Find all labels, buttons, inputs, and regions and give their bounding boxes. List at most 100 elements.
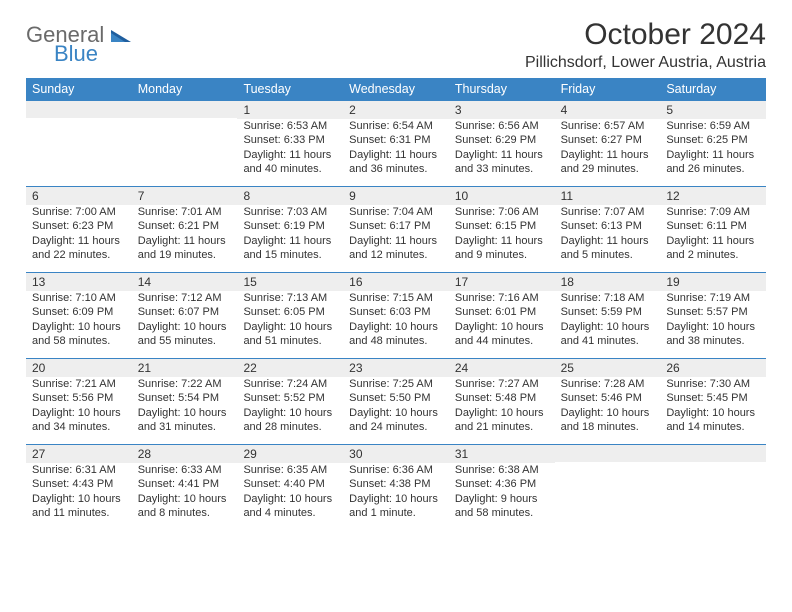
day-number: 15 — [237, 272, 343, 291]
sunrise: Sunrise: 7:09 AM — [666, 205, 760, 219]
day-number: 28 — [132, 444, 238, 463]
sunset: Sunset: 4:41 PM — [138, 477, 232, 491]
day-cell: 11Sunrise: 7:07 AMSunset: 6:13 PMDayligh… — [555, 186, 661, 272]
calendar: Sunday Monday Tuesday Wednesday Thursday… — [26, 78, 766, 530]
daylight: Daylight: 10 hours and 41 minutes. — [561, 320, 655, 349]
day-cell: 1Sunrise: 6:53 AMSunset: 6:33 PMDaylight… — [237, 100, 343, 186]
sunrise: Sunrise: 7:01 AM — [138, 205, 232, 219]
day-number: 11 — [555, 186, 661, 205]
day-number: 12 — [660, 186, 766, 205]
day-number: 7 — [132, 186, 238, 205]
day-cell: 7Sunrise: 7:01 AMSunset: 6:21 PMDaylight… — [132, 186, 238, 272]
day-number — [660, 444, 766, 462]
day-number: 19 — [660, 272, 766, 291]
day-body: Sunrise: 6:57 AMSunset: 6:27 PMDaylight:… — [555, 119, 661, 182]
day-body: Sunrise: 7:03 AMSunset: 6:19 PMDaylight:… — [237, 205, 343, 268]
day-number: 16 — [343, 272, 449, 291]
day-body — [660, 462, 766, 518]
sunset: Sunset: 6:09 PM — [32, 305, 126, 319]
day-number — [132, 100, 238, 118]
sunrise: Sunrise: 7:13 AM — [243, 291, 337, 305]
daylight: Daylight: 10 hours and 1 minute. — [349, 492, 443, 521]
day-number: 21 — [132, 358, 238, 377]
sunrise: Sunrise: 7:19 AM — [666, 291, 760, 305]
dow-sun: Sunday — [26, 78, 132, 100]
sunset: Sunset: 5:59 PM — [561, 305, 655, 319]
day-cell — [26, 100, 132, 186]
day-number: 9 — [343, 186, 449, 205]
day-cell: 9Sunrise: 7:04 AMSunset: 6:17 PMDaylight… — [343, 186, 449, 272]
day-body: Sunrise: 7:21 AMSunset: 5:56 PMDaylight:… — [26, 377, 132, 440]
day-cell: 14Sunrise: 7:12 AMSunset: 6:07 PMDayligh… — [132, 272, 238, 358]
sunset: Sunset: 6:27 PM — [561, 133, 655, 147]
sunset: Sunset: 5:57 PM — [666, 305, 760, 319]
day-cell: 16Sunrise: 7:15 AMSunset: 6:03 PMDayligh… — [343, 272, 449, 358]
dow-tue: Tuesday — [237, 78, 343, 100]
day-number: 1 — [237, 100, 343, 119]
daylight: Daylight: 10 hours and 31 minutes. — [138, 406, 232, 435]
daylight: Daylight: 11 hours and 12 minutes. — [349, 234, 443, 263]
day-cell: 15Sunrise: 7:13 AMSunset: 6:05 PMDayligh… — [237, 272, 343, 358]
daylight: Daylight: 10 hours and 51 minutes. — [243, 320, 337, 349]
daylight: Daylight: 11 hours and 26 minutes. — [666, 148, 760, 177]
sunrise: Sunrise: 7:28 AM — [561, 377, 655, 391]
day-cell: 19Sunrise: 7:19 AMSunset: 5:57 PMDayligh… — [660, 272, 766, 358]
day-number: 25 — [555, 358, 661, 377]
week-row: 20Sunrise: 7:21 AMSunset: 5:56 PMDayligh… — [26, 358, 766, 444]
sunrise: Sunrise: 7:18 AM — [561, 291, 655, 305]
day-body — [26, 118, 132, 174]
daylight: Daylight: 11 hours and 9 minutes. — [455, 234, 549, 263]
sunset: Sunset: 6:05 PM — [243, 305, 337, 319]
sunrise: Sunrise: 7:00 AM — [32, 205, 126, 219]
day-body: Sunrise: 7:04 AMSunset: 6:17 PMDaylight:… — [343, 205, 449, 268]
day-cell: 10Sunrise: 7:06 AMSunset: 6:15 PMDayligh… — [449, 186, 555, 272]
day-number: 3 — [449, 100, 555, 119]
day-number: 22 — [237, 358, 343, 377]
daylight: Daylight: 10 hours and 24 minutes. — [349, 406, 443, 435]
day-body: Sunrise: 7:27 AMSunset: 5:48 PMDaylight:… — [449, 377, 555, 440]
day-cell: 23Sunrise: 7:25 AMSunset: 5:50 PMDayligh… — [343, 358, 449, 444]
sunset: Sunset: 6:23 PM — [32, 219, 126, 233]
daylight: Daylight: 10 hours and 34 minutes. — [32, 406, 126, 435]
dow-wed: Wednesday — [343, 78, 449, 100]
logo-triangle-icon — [111, 29, 131, 46]
day-body: Sunrise: 7:01 AMSunset: 6:21 PMDaylight:… — [132, 205, 238, 268]
logo: General Blue — [26, 18, 131, 70]
sunrise: Sunrise: 7:07 AM — [561, 205, 655, 219]
sunrise: Sunrise: 6:54 AM — [349, 119, 443, 133]
sunset: Sunset: 6:21 PM — [138, 219, 232, 233]
day-number: 18 — [555, 272, 661, 291]
day-cell: 4Sunrise: 6:57 AMSunset: 6:27 PMDaylight… — [555, 100, 661, 186]
day-body: Sunrise: 6:35 AMSunset: 4:40 PMDaylight:… — [237, 463, 343, 526]
sunset: Sunset: 5:46 PM — [561, 391, 655, 405]
week-row: 27Sunrise: 6:31 AMSunset: 4:43 PMDayligh… — [26, 444, 766, 530]
location: Pillichsdorf, Lower Austria, Austria — [525, 54, 766, 72]
sunset: Sunset: 6:17 PM — [349, 219, 443, 233]
sunset: Sunset: 4:36 PM — [455, 477, 549, 491]
day-number: 13 — [26, 272, 132, 291]
day-number: 23 — [343, 358, 449, 377]
day-number — [555, 444, 661, 462]
daylight: Daylight: 11 hours and 2 minutes. — [666, 234, 760, 263]
sunset: Sunset: 6:19 PM — [243, 219, 337, 233]
daylight: Daylight: 9 hours and 58 minutes. — [455, 492, 549, 521]
sunrise: Sunrise: 6:56 AM — [455, 119, 549, 133]
sunset: Sunset: 5:54 PM — [138, 391, 232, 405]
day-body: Sunrise: 7:15 AMSunset: 6:03 PMDaylight:… — [343, 291, 449, 354]
day-number: 8 — [237, 186, 343, 205]
day-number: 10 — [449, 186, 555, 205]
day-body: Sunrise: 6:59 AMSunset: 6:25 PMDaylight:… — [660, 119, 766, 182]
day-cell: 25Sunrise: 7:28 AMSunset: 5:46 PMDayligh… — [555, 358, 661, 444]
sunset: Sunset: 5:50 PM — [349, 391, 443, 405]
daylight: Daylight: 10 hours and 55 minutes. — [138, 320, 232, 349]
logo-blue: Blue — [54, 41, 98, 66]
day-body — [132, 118, 238, 174]
day-cell: 31Sunrise: 6:38 AMSunset: 4:36 PMDayligh… — [449, 444, 555, 530]
sunrise: Sunrise: 6:38 AM — [455, 463, 549, 477]
title-block: October 2024 Pillichsdorf, Lower Austria… — [525, 18, 766, 72]
day-number: 5 — [660, 100, 766, 119]
day-number — [26, 100, 132, 118]
day-cell: 12Sunrise: 7:09 AMSunset: 6:11 PMDayligh… — [660, 186, 766, 272]
daylight: Daylight: 10 hours and 58 minutes. — [32, 320, 126, 349]
sunrise: Sunrise: 6:31 AM — [32, 463, 126, 477]
